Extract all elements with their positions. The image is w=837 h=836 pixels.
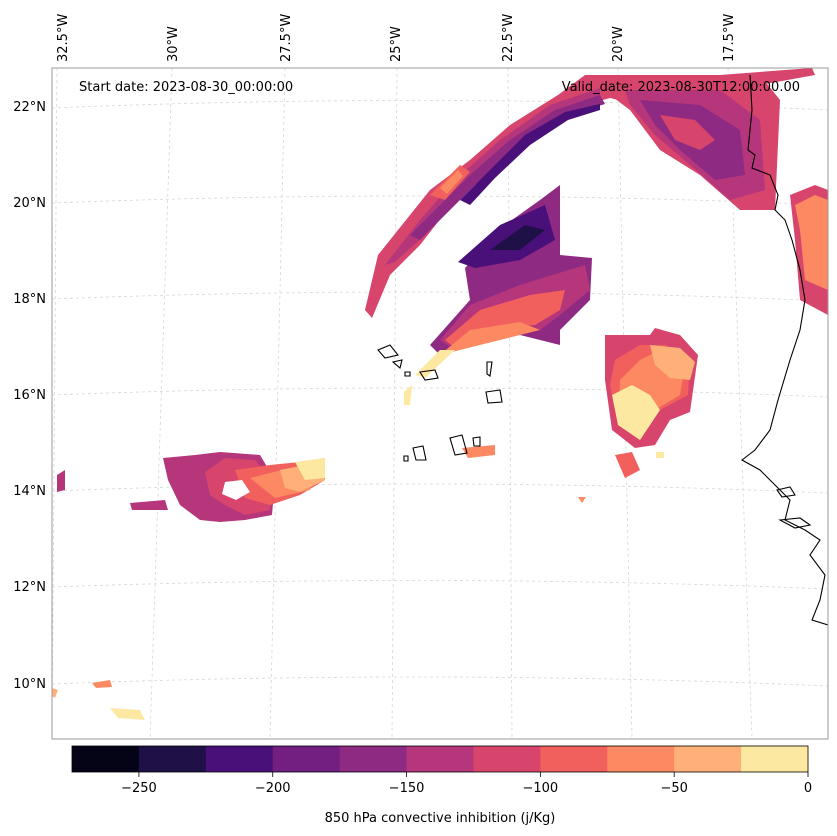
colorbar-segment [406,746,474,772]
colorbar-segment [138,746,207,772]
gridline-lat-18 [52,291,828,302]
island-maio [472,436,481,447]
gridline-lat-16 [52,387,828,398]
map-background [52,68,828,739]
lon-label-17-5: 17.5°W [722,14,737,62]
cin-band-north [365,68,815,318]
gridline-lat-22 [52,100,828,111]
island-santo-antao [377,344,399,359]
island-boa-vista [485,389,503,404]
colorbar-tick-label: −50 [660,781,687,796]
island-boa-vista-north [486,361,493,377]
longitude-labels: 32.5°W 30°W 27.5°W 25°W 22.5°W 20°W 17.5… [56,14,737,62]
map-panel [51,67,829,740]
cin-patch-east [462,185,828,503]
lon-label-32-5: 32.5°W [56,14,71,62]
lat-label-12: 12°N [13,580,46,595]
colorbar-tick-label: −150 [389,781,425,796]
lon-label-30: 30°W [166,26,181,62]
gridlines [52,68,828,739]
island-santiago [449,434,468,456]
island-fogo [412,445,427,461]
colorbar-segment [339,746,408,772]
colorbar-tick-label: −250 [121,781,157,796]
gridline-lat-20 [52,195,828,206]
colorbar-ticks: −250 −200 −150 −100 −50 0 [121,772,812,796]
colorbar-tick-label: −200 [255,781,291,796]
gridline-lon-20 [617,68,633,739]
lat-label-14: 14°N [13,484,46,499]
latitude-labels: 22°N 20°N 18°N 16°N 14°N 12°N 10°N [13,100,46,692]
colorbar: −250 −200 −150 −100 −50 0 850 hPa convective … [71,745,812,826]
lat-label-10: 10°N [13,677,46,692]
lat-label-18: 18°N [13,292,46,307]
colorbar-label: 850 hPa convective inhibition (j/Kg) [325,811,556,826]
lat-label-16: 16°N [13,388,46,403]
colorbar-tick-label: 0 [804,781,812,796]
gridline-lat-12 [52,580,828,590]
colorbar-segment [205,746,274,772]
colorbar-frame [71,745,809,773]
coast-inlet [776,486,796,498]
gridline-lon-22-5 [507,68,513,739]
island-sal [419,369,439,381]
gridline-lon-30 [149,68,173,739]
colorbar-segments [72,746,809,772]
island-sao-vicente [391,359,403,369]
colorbar-segment [674,746,742,772]
island-brava [403,455,409,462]
colorbar-segment [272,746,341,772]
colorbar-segment [540,746,608,772]
gridline-lon-32-5 [52,68,58,739]
coast-inlet-2 [778,517,812,529]
lon-label-22-5: 22.5°W [501,14,516,62]
start-date-label: Start date: 2023-08-30_00:00:00 [79,80,293,95]
colorbar-tick-label: −100 [523,781,559,796]
map-frame [51,67,829,740]
lon-label-20: 20°W [611,26,626,62]
africa-coastline [741,74,828,626]
gridline-lat-14 [52,483,828,494]
colorbar-segment [607,746,675,772]
lat-label-22: 22°N [13,100,46,115]
valid-date-label: Valid_date: 2023-08-30T12:00:00.00 [562,80,800,95]
gridline-lat-10 [52,676,828,687]
cin-patch-central [404,185,592,405]
cin-patch-west [52,452,325,720]
lon-label-27-5: 27.5°W [279,14,294,62]
coastlines [377,74,828,626]
gridline-lon-17-5 [727,68,753,739]
lon-label-25: 25°W [389,26,404,62]
island-santa-luzia [404,371,411,377]
gridline-lon-25 [391,68,398,739]
colorbar-segment [473,746,541,772]
colorbar-segment [72,746,140,772]
lat-label-20: 20°N [13,196,46,211]
gridline-lon-27-5 [269,68,286,739]
colorbar-segment [741,746,809,772]
